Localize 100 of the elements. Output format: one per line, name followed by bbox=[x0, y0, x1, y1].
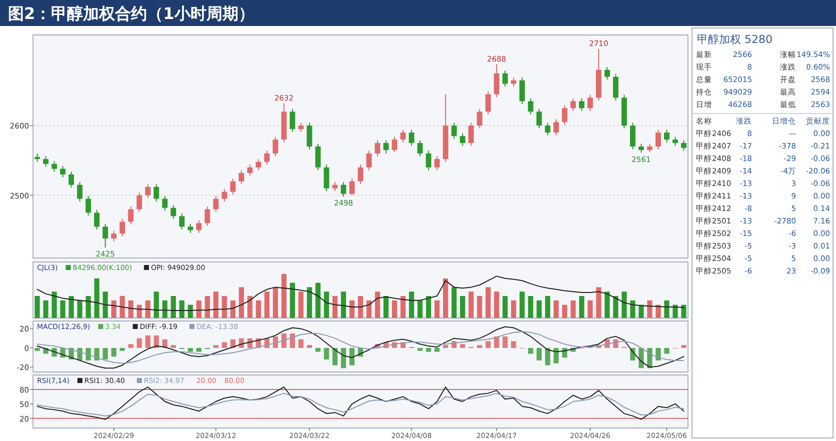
bar bbox=[366, 300, 372, 318]
bar bbox=[154, 335, 159, 348]
candlestick bbox=[120, 218, 126, 237]
bar bbox=[486, 287, 491, 318]
bar bbox=[222, 342, 227, 348]
bar bbox=[452, 287, 457, 318]
bar bbox=[213, 345, 218, 348]
candlestick bbox=[204, 206, 210, 226]
bar bbox=[596, 287, 602, 318]
candlestick bbox=[528, 98, 534, 115]
bar bbox=[570, 300, 576, 318]
bar bbox=[281, 274, 286, 318]
bar bbox=[290, 282, 295, 318]
bar bbox=[238, 287, 244, 318]
candlestick bbox=[536, 108, 542, 129]
candlestick bbox=[340, 182, 346, 198]
candlestick bbox=[553, 118, 559, 136]
bar bbox=[102, 348, 108, 360]
bar bbox=[196, 348, 202, 352]
candlestick bbox=[570, 98, 576, 112]
bar bbox=[460, 296, 466, 318]
bar bbox=[383, 296, 389, 318]
bar bbox=[298, 292, 304, 318]
candlestick bbox=[562, 104, 568, 126]
candlestick bbox=[374, 140, 380, 157]
candlestick bbox=[476, 108, 482, 129]
bar bbox=[536, 300, 542, 318]
candlestick bbox=[230, 178, 236, 196]
bar bbox=[340, 292, 346, 318]
candlestick bbox=[170, 204, 176, 220]
candlestick bbox=[128, 206, 134, 226]
bar bbox=[222, 296, 227, 318]
bar bbox=[179, 300, 184, 318]
bar bbox=[77, 300, 82, 318]
candlestick bbox=[358, 164, 364, 185]
bar bbox=[264, 292, 270, 318]
candlestick bbox=[587, 94, 593, 112]
candlestick bbox=[111, 230, 117, 242]
bar bbox=[120, 296, 125, 318]
bar bbox=[332, 348, 338, 366]
bar bbox=[460, 344, 466, 348]
bar bbox=[34, 348, 40, 351]
candlestick bbox=[519, 77, 525, 104]
candlestick bbox=[222, 188, 228, 202]
bar bbox=[528, 348, 534, 354]
bar bbox=[290, 334, 295, 348]
bar bbox=[681, 304, 686, 318]
candlestick bbox=[392, 136, 398, 153]
bar bbox=[528, 296, 534, 318]
bar bbox=[417, 348, 423, 351]
bar bbox=[374, 292, 380, 318]
bar bbox=[128, 344, 134, 348]
bar bbox=[349, 300, 355, 318]
candlestick bbox=[578, 98, 584, 112]
bar bbox=[494, 292, 500, 318]
candlestick bbox=[485, 90, 491, 115]
candlestick bbox=[544, 122, 550, 136]
bar bbox=[188, 348, 193, 352]
bar bbox=[120, 348, 125, 351]
bar bbox=[324, 292, 330, 318]
bar bbox=[408, 292, 414, 318]
candlestick bbox=[510, 77, 516, 88]
candlestick bbox=[324, 164, 330, 192]
bar bbox=[102, 292, 108, 318]
bar bbox=[588, 300, 593, 318]
bar bbox=[511, 300, 516, 318]
text: 甲醇加权 5280 bbox=[697, 33, 772, 46]
bar bbox=[545, 348, 550, 366]
candlestick bbox=[315, 143, 321, 171]
bar bbox=[213, 292, 218, 318]
candlestick bbox=[94, 209, 100, 230]
bar bbox=[298, 339, 304, 348]
bar bbox=[136, 338, 142, 348]
bar bbox=[536, 348, 542, 360]
bar bbox=[340, 348, 346, 368]
candlestick bbox=[68, 171, 74, 188]
candlestick bbox=[43, 156, 48, 168]
candlestick bbox=[298, 122, 304, 132]
bar bbox=[86, 348, 91, 360]
candlestick bbox=[332, 182, 338, 192]
candlestick bbox=[664, 129, 670, 143]
bar bbox=[94, 278, 100, 318]
candlestick bbox=[272, 136, 278, 157]
candlestick bbox=[247, 164, 253, 176]
bar bbox=[154, 292, 159, 318]
bar bbox=[170, 296, 176, 318]
candlestick bbox=[383, 140, 389, 154]
bar bbox=[400, 296, 406, 318]
bar bbox=[502, 296, 508, 318]
bar bbox=[60, 300, 66, 318]
bar bbox=[502, 336, 508, 348]
bar bbox=[281, 334, 286, 348]
candlestick bbox=[154, 184, 160, 202]
bar bbox=[511, 341, 516, 348]
bar bbox=[306, 287, 312, 318]
bar bbox=[349, 348, 355, 366]
bar bbox=[477, 345, 482, 348]
bar bbox=[638, 304, 644, 318]
bar bbox=[434, 348, 440, 352]
candlestick bbox=[306, 122, 312, 150]
